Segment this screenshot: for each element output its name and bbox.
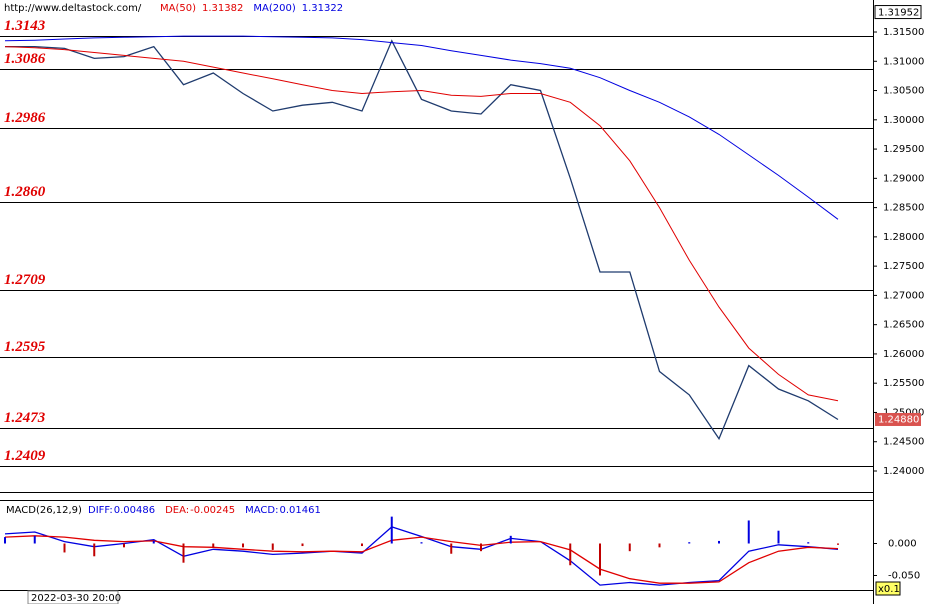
y-tick-label: 1.31500 [883,27,924,38]
histogram-bar [718,540,720,544]
macd-title: MACD(26,12,9) [6,505,82,516]
y-tick-label: -0.050 [888,570,920,581]
date-label: 2022-03-30 20:00 [31,593,121,604]
date-box [27,590,119,604]
y-tick-label: 1.25000 [883,407,924,418]
level-label: 1.3143 [4,18,46,34]
last-price-label: 1.24880 [878,414,919,425]
legend-value: 0.00486 [114,505,155,516]
histogram-bar [837,543,839,545]
last-price-box [875,412,921,426]
high-label: 1.31952 [878,8,919,19]
y-tick-label: 1.29500 [883,144,924,155]
histogram-bar [628,543,631,552]
y-tick-label: 1.30500 [883,86,924,97]
macd-line [4,535,839,584]
histogram-bar [747,520,750,544]
histogram-bar [599,543,601,576]
legend-name: DEA: [165,505,189,516]
level-label: 1.2709 [4,272,46,288]
scale-box [875,581,901,596]
price-box [874,5,922,20]
moving-average [4,35,839,220]
level-label: 1.2473 [4,410,46,426]
legend-value: 1.31382 [202,3,243,14]
y-tick-label: 1.26500 [883,320,924,331]
histogram-bar [420,542,423,544]
legend-name: DIFF: [88,505,113,516]
y-tick-label: 1.24500 [883,437,924,448]
site-url: http://www.deltastock.com/ [4,3,142,14]
histogram-bar [807,542,810,544]
legend-name: MACD: [245,505,278,516]
y-tick-label: 1.24000 [883,466,924,477]
histogram-bar [4,537,6,544]
legend-value: 0.01461 [280,505,321,516]
y-tick-label: 1.31000 [883,56,924,67]
histogram-bar [480,543,482,552]
histogram-bar [390,516,393,544]
histogram-bar [123,543,125,548]
histogram-bar [658,543,661,548]
y-tick-label: 0.000 [888,538,917,549]
moving-average [4,46,839,402]
level-label: 1.2409 [4,448,46,464]
y-tick-label: 1.28000 [883,232,924,243]
scale-label: x0.1 [878,584,900,595]
level-label: 1.3086 [4,51,46,67]
level-label: 1.2595 [4,339,46,355]
legend-name: MA(50) [160,3,196,14]
y-tick-label: 1.28500 [883,203,924,214]
y-tick-label: 1.30000 [883,115,924,126]
legend-name: MA(200) [253,3,295,14]
legend-value: -0.00245 [190,505,235,516]
y-tick-label: 1.27500 [883,261,924,272]
histogram-bar [152,540,155,544]
y-tick-label: 1.26000 [883,349,924,360]
histogram-bar [509,535,512,544]
histogram-bar [688,542,691,544]
y-tick-label: 1.25500 [883,378,924,389]
histogram-bar [63,543,66,553]
histogram-bar [450,543,453,554]
histogram-bar [301,543,304,547]
price-line [5,39,839,441]
histogram-bar [182,543,185,563]
level-label: 1.2986 [4,110,46,126]
level-label: 1.2860 [4,184,46,200]
y-tick-label: 1.29000 [883,173,924,184]
histogram-bar [242,543,244,548]
histogram-bar [93,543,96,557]
histogram-bar [777,530,780,544]
y-tick-label: 1.27000 [883,290,924,301]
histogram-bar [212,543,215,548]
legend-value: 1.31322 [302,3,343,14]
histogram-bar [569,543,572,566]
histogram-bar [361,543,363,547]
histogram-bar [33,535,36,544]
histogram-bar [271,543,274,550]
